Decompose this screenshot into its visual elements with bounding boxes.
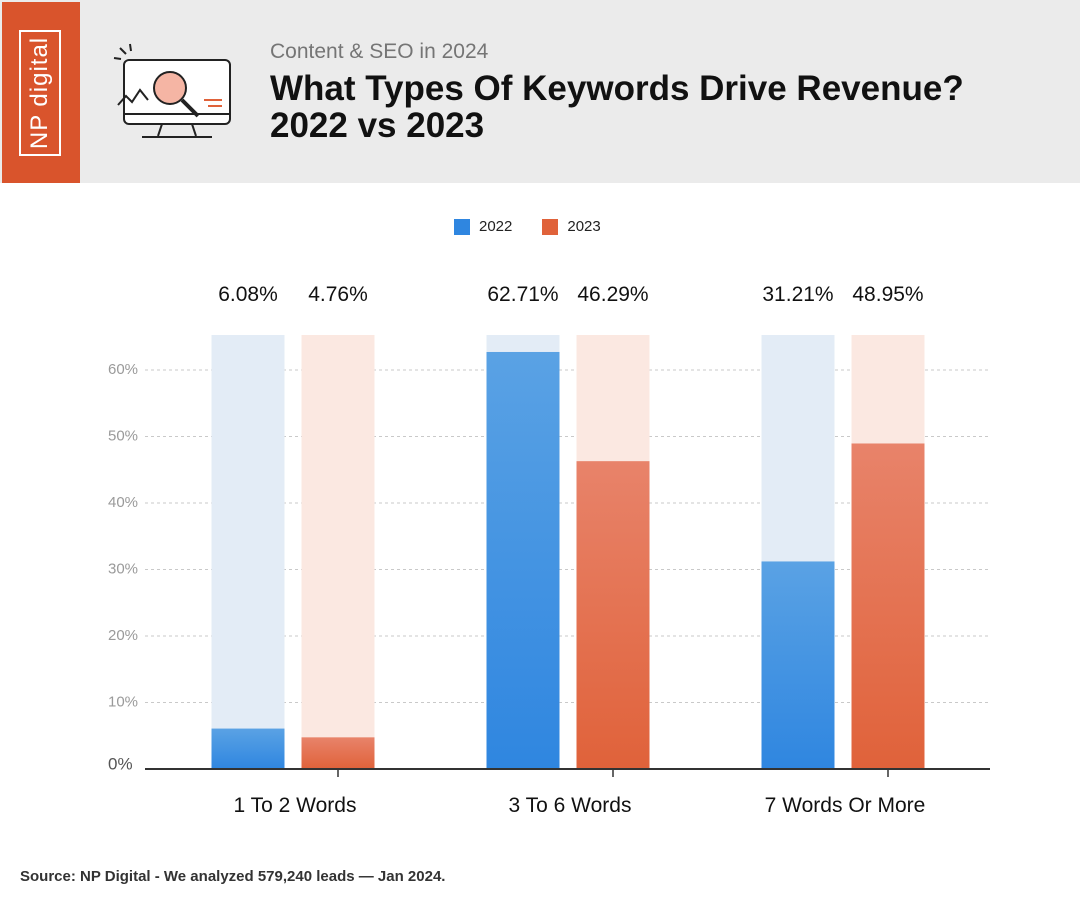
- chart-legend: 2022 2023: [454, 218, 631, 235]
- legend-swatch-2023: [542, 218, 559, 235]
- legend-label-2023: 2023: [567, 218, 601, 235]
- monitor-search-icon: [113, 43, 231, 138]
- bar-2023-2: [576, 461, 650, 769]
- y-tick-label: 60%: [108, 361, 138, 378]
- title-line-2: 2022 vs 2023: [270, 106, 485, 145]
- y-tick-label: 30%: [108, 560, 138, 577]
- bar-2022-3: [761, 561, 835, 769]
- x-tick-label: 3 To 6 Words: [509, 794, 632, 817]
- bar-2023-3: [851, 443, 925, 769]
- y-tick-label: 10%: [108, 693, 138, 710]
- bar-2022-1: [211, 728, 285, 769]
- title-line-1: What Types Of Keywords Drive Revenue?: [270, 69, 964, 108]
- legend-label-2022: 2022: [479, 218, 513, 235]
- np-digital-logo: NP digital: [2, 2, 80, 183]
- x-tick-label: 1 To 2 Words: [234, 794, 357, 817]
- data-label: 48.95%: [852, 283, 923, 306]
- bar-2023-1: [301, 737, 375, 769]
- bar-2022-1-track: [211, 335, 285, 769]
- data-label: 31.21%: [762, 283, 833, 306]
- y-tick-label: 40%: [108, 494, 138, 511]
- x-tick-label: 7 Words Or More: [765, 794, 926, 817]
- bar-2023-1-track: [301, 335, 375, 769]
- data-label: 46.29%: [577, 283, 648, 306]
- header-banner: NP digital Content & SEO in 2024 What Ty…: [0, 0, 1080, 183]
- page-title: What Types Of Keywords Drive Revenue? 20…: [270, 70, 964, 144]
- bar-2022-2: [486, 351, 560, 769]
- logo-frame: [19, 30, 61, 156]
- y-tick-label: 50%: [108, 427, 138, 444]
- data-label: 4.76%: [308, 283, 368, 306]
- y-tick-label: 20%: [108, 627, 138, 644]
- legend-item-2022: 2022: [454, 218, 512, 235]
- legend-swatch-2022: [454, 218, 470, 235]
- data-label: 62.71%: [487, 283, 558, 306]
- legend-item-2023: 2023: [542, 218, 601, 235]
- page-subtitle: Content & SEO in 2024: [270, 40, 489, 63]
- data-label: 6.08%: [218, 283, 278, 306]
- y-tick-label: 0%: [108, 754, 133, 773]
- source-note: Source: NP Digital - We analyzed 579,240…: [20, 868, 446, 885]
